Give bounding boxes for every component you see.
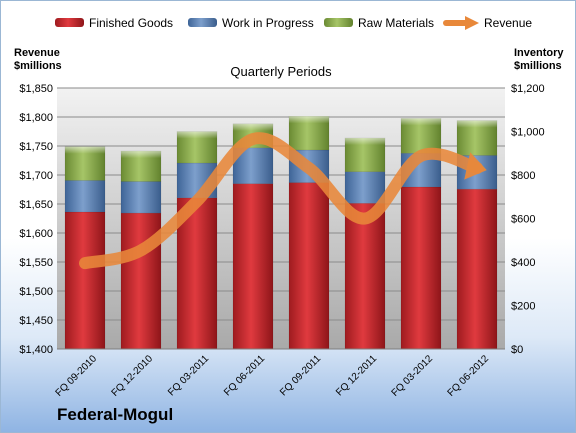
chart-title: Quarterly Periods [230, 64, 332, 79]
bar-work-in-progress [64, 180, 106, 213]
right-axis-title: Inventory $millions [514, 47, 564, 72]
x-tick-label: FQ 09-2011 [278, 353, 323, 398]
bar-highlight [121, 151, 161, 159]
bar-finished-goods [288, 182, 330, 350]
right-tick-label: $800 [511, 170, 535, 182]
left-tick-label: $1,400 [19, 344, 53, 356]
x-tick-label: FQ 06-2012 [446, 353, 492, 399]
legend-item-revenue: Revenue [443, 16, 532, 30]
right-tick-label: $1,200 [511, 83, 545, 95]
left-tick-label: $1,800 [19, 112, 53, 124]
right-tick-label: $400 [511, 257, 535, 269]
bar-finished-goods [232, 183, 274, 350]
bar-highlight [65, 146, 105, 154]
bar-finished-goods [344, 203, 386, 350]
legend-item-raw-materials: Raw Materials [324, 16, 434, 30]
right-axis-ticks: $0 $200 $400 $600 $800 $1,000 $1,200 [511, 83, 545, 356]
right-tick-label: $200 [511, 301, 535, 313]
revenue-line-path [79, 132, 483, 270]
revenue-line [79, 132, 487, 270]
bar-highlight [177, 131, 217, 139]
left-tick-label: $1,650 [19, 199, 53, 211]
bars [64, 116, 498, 350]
x-tick-label: FQ 03-2012 [390, 353, 436, 399]
bar-finished-goods [176, 197, 218, 350]
revenue-line-arrowhead [464, 152, 487, 180]
right-tick-label: $1,000 [511, 127, 545, 139]
bar-highlight [401, 118, 441, 126]
left-axis-ticks: $1,400 $1,450 $1,500 $1,550 $1,600 $1,650 $1,7… [19, 83, 53, 356]
bar-finished-goods [400, 186, 442, 350]
left-tick-label: $1,500 [19, 286, 53, 298]
left-tick-label: $1,450 [19, 315, 53, 327]
bar-finished-goods [456, 188, 498, 350]
legend-swatch-work-in-progress [188, 18, 217, 27]
legend-label-revenue: Revenue [484, 16, 532, 30]
x-axis-ticks: FQ 09-2010 FQ 12-2010 FQ 03-2011 FQ 06-2011… [54, 353, 492, 399]
left-tick-label: $1,600 [19, 228, 53, 240]
legend-label-finished-goods: Finished Goods [89, 16, 173, 30]
bar-highlight [457, 120, 497, 128]
x-tick-label: FQ 12-2010 [110, 353, 156, 399]
legend-item-work-in-progress: Work in Progress [188, 16, 314, 30]
legend: Finished Goods Work in Progress Raw Mate… [55, 16, 532, 30]
x-tick-label: FQ 06-2011 [222, 353, 267, 398]
left-tick-label: $1,700 [19, 170, 53, 182]
legend-swatch-finished-goods [55, 18, 84, 27]
legend-item-finished-goods: Finished Goods [55, 16, 173, 30]
legend-label-work-in-progress: Work in Progress [222, 16, 314, 30]
left-tick-label: $1,850 [19, 83, 53, 95]
left-tick-label: $1,750 [19, 141, 53, 153]
legend-swatch-raw-materials [324, 18, 353, 27]
right-tick-label: $0 [511, 344, 523, 356]
x-tick-label: FQ 03-2011 [166, 353, 211, 398]
company-name: Federal-Mogul [57, 405, 174, 424]
bar-highlight [289, 116, 329, 124]
right-tick-label: $600 [511, 214, 535, 226]
bar-finished-goods [64, 211, 106, 350]
x-tick-label: FQ 09-2010 [54, 353, 100, 399]
bar-work-in-progress [120, 181, 162, 214]
x-tick-label: FQ 12-2011 [334, 353, 379, 398]
bar-work-in-progress [344, 171, 386, 204]
legend-arrow-revenue [465, 16, 479, 30]
legend-label-raw-materials: Raw Materials [358, 16, 434, 30]
left-tick-label: $1,550 [19, 257, 53, 269]
bar-highlight [233, 123, 273, 131]
bar-highlight [345, 138, 385, 146]
left-axis-title: Revenue $millions [14, 47, 62, 72]
